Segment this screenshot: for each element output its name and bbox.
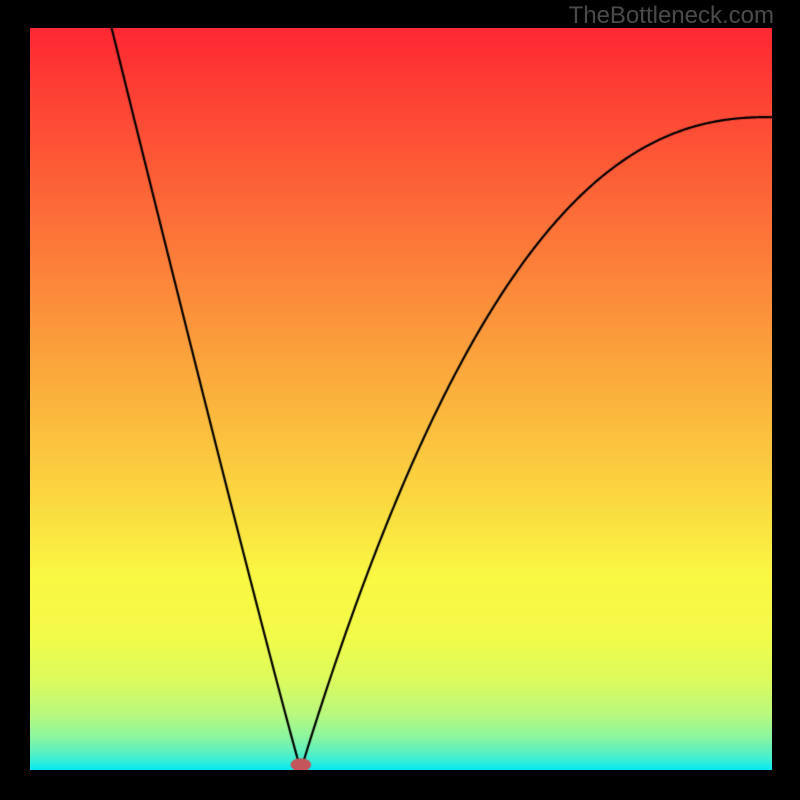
watermark-text: TheBottleneck.com — [569, 2, 774, 30]
bottleneck-curve — [30, 28, 772, 770]
figure-root: TheBottleneck.com — [0, 0, 800, 800]
